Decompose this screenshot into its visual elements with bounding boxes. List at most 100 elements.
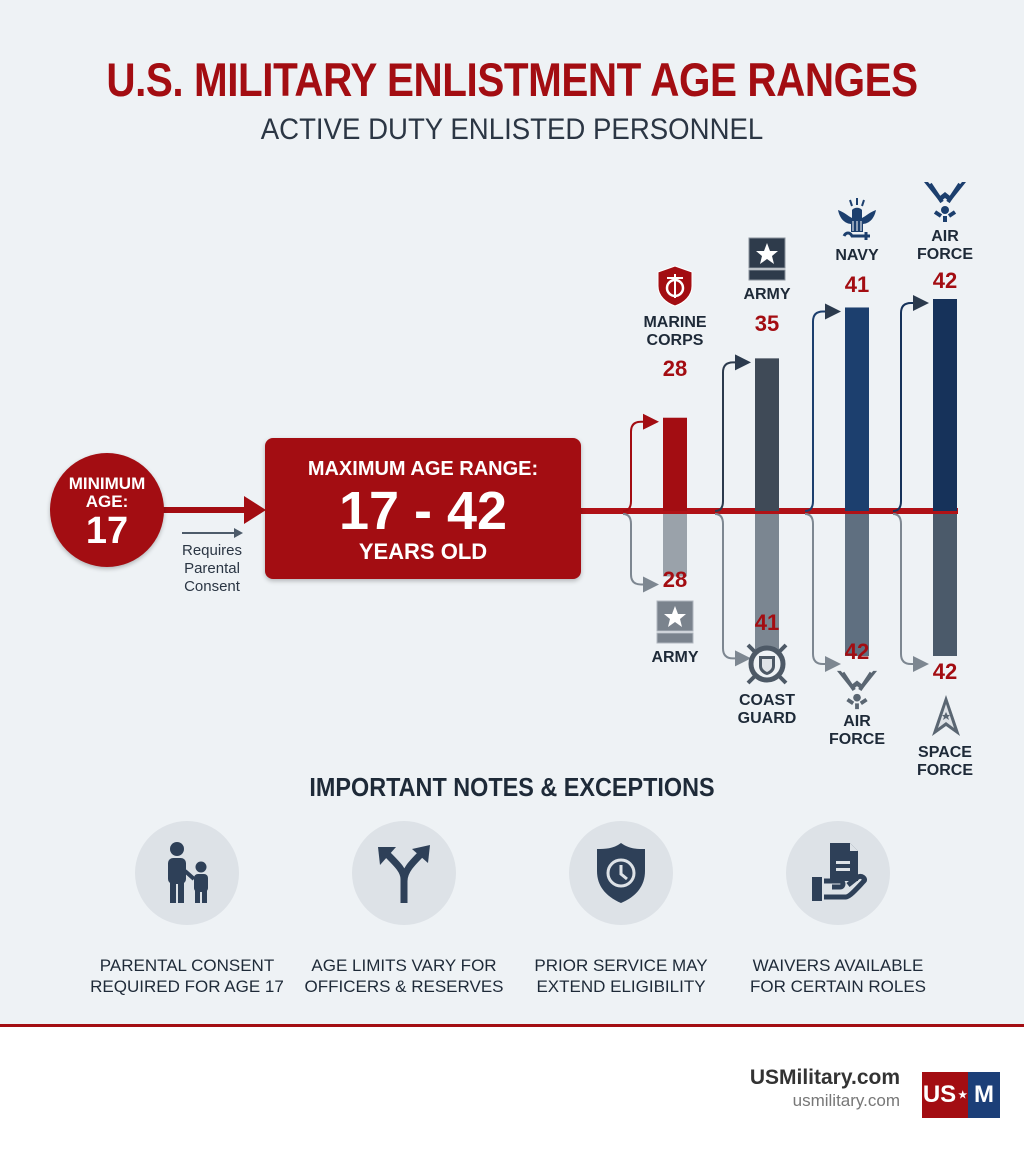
note-text: PRIOR SERVICE MAY EXTEND ELIGIBILITY (516, 955, 726, 997)
maximum-age-value: 17 - 42 (338, 481, 508, 541)
page-subtitle: ACTIVE DUTY ENLISTED PERSONNEL (260, 113, 764, 146)
note-parental-consent: PARENTAL CONSENT REQUIRED FOR AGE 17 (82, 821, 292, 997)
minimum-age-label: MINIMUM AGE: (68, 474, 146, 511)
air-force-wings-icon (836, 670, 878, 710)
page-title: U.S. MILITARY ENLISTMENT AGE RANGES (106, 53, 918, 106)
logo-right: M (968, 1072, 1000, 1118)
age-value-air-force-upper: 42 (932, 268, 958, 293)
branch-label-line: FORCE (829, 731, 885, 748)
branch-label-line: CORPS (646, 332, 704, 349)
note-line: EXTEND ELIGIBILITY (536, 977, 706, 996)
branch-label-air-force-upper: AIR FORCE (895, 228, 995, 264)
note-age-limits: AGE LIMITS VARY FOR OFFICERS & RESERVES (299, 821, 509, 997)
age-value-coast-guard: 41 (754, 610, 780, 635)
branch-label-line: GUARD (737, 710, 797, 727)
bar-upper-marine-corps (663, 417, 687, 511)
army-star-icon (656, 600, 694, 644)
age-value-army-lower: 28 (662, 567, 688, 592)
note-text: AGE LIMITS VARY FOR OFFICERS & RESERVES (299, 955, 509, 997)
age-value-marine-corps: 28 (662, 356, 688, 381)
bar-lower-space-force (933, 514, 957, 656)
note-line: PRIOR SERVICE MAY (534, 956, 708, 975)
note-line: AGE LIMITS VARY FOR (311, 956, 497, 975)
note-waivers: WAIVERS AVAILABLE FOR CERTAIN ROLES (733, 821, 943, 997)
coast-guard-emblem-icon (746, 643, 788, 685)
star-icon: ★ (958, 1089, 968, 1101)
brand-url[interactable]: usmilitary.com (792, 1091, 900, 1110)
note-line: WAIVERS AVAILABLE (752, 956, 924, 975)
age-value-air-force-lower: 42 (844, 639, 870, 664)
bar-lower-air-force (845, 514, 869, 656)
note-line: FOR CERTAIN ROLES (749, 977, 926, 996)
branch-label-line: FORCE (917, 762, 973, 779)
minimum-age-value: 17 (85, 510, 129, 552)
connector-arrow-lower (622, 513, 659, 593)
connector-arrow-upper (804, 303, 841, 512)
note-line: OFFICERS & RESERVES (304, 977, 504, 996)
branch-label-line: FORCE (917, 246, 973, 263)
branch-label-army-lower: ARMY (625, 649, 725, 667)
branch-label-line: AIR (931, 228, 959, 245)
note-icon-circle (352, 821, 456, 925)
connector-arrow-lower (804, 513, 841, 672)
shield-clock-icon (597, 843, 645, 903)
connector-arrow-upper (892, 295, 929, 512)
logo-text-us: US (922, 1081, 957, 1108)
branch-label-line: MARINE (643, 314, 707, 331)
navy-eagle-icon (838, 198, 876, 240)
branch-label-army-upper: ARMY (717, 286, 817, 304)
branch-label-marine-corps: MARINE CORPS (625, 314, 725, 350)
logo-left: US ★ (922, 1072, 968, 1118)
connector-arrow-upper (714, 354, 751, 512)
branch-label-navy: NAVY (807, 247, 907, 265)
note-text: WAIVERS AVAILABLE FOR CERTAIN ROLES (733, 955, 943, 997)
branch-label-line: NAVY (835, 247, 879, 264)
hand-document-icon (812, 843, 867, 901)
connector-arrow-upper (622, 413, 659, 512)
notes-title: IMPORTANT NOTES & EXCEPTIONS (309, 772, 715, 802)
space-force-delta-icon (932, 695, 960, 736)
note-icon-circle (786, 821, 890, 925)
age-chart (160, 295, 958, 672)
bar-lower-coast-guard (755, 514, 779, 651)
connector-arrow-lower (892, 513, 929, 672)
maximum-age-box: MAXIMUM AGE RANGE: 17 - 42 YEARS OLD (265, 438, 581, 579)
split-arrow-icon (378, 845, 430, 903)
connector-arrow-lower (714, 513, 751, 667)
age-value-space-force: 42 (932, 659, 958, 684)
branch-label-line: ARMY (651, 649, 699, 666)
branch-label-space-force: SPACE FORCE (895, 744, 995, 780)
minimum-age-badge: MINIMUM AGE: 17 (50, 453, 164, 567)
branch-label-line: COAST (739, 692, 795, 709)
footer-divider (0, 1024, 1024, 1027)
maximum-age-unit: YEARS OLD (358, 539, 488, 564)
air-force-wings-icon (924, 182, 966, 222)
footer (0, 1027, 1024, 1154)
bar-upper-air-force (933, 299, 957, 511)
marine-emblem-icon (657, 265, 693, 307)
branch-label-line: SPACE (918, 744, 972, 761)
note-prior-service: PRIOR SERVICE MAY EXTEND ELIGIBILITY (516, 821, 726, 997)
brand-name: USMilitary.com (749, 1066, 900, 1089)
note-icon-circle (135, 821, 239, 925)
branch-label-line: AIR (843, 713, 871, 730)
parent-child-icon (168, 842, 208, 903)
note-text: PARENTAL CONSENT REQUIRED FOR AGE 17 (82, 955, 292, 997)
bar-upper-navy (845, 307, 869, 511)
note-line: REQUIRED FOR AGE 17 (90, 977, 284, 996)
age-value-army-upper: 35 (754, 311, 780, 336)
maximum-age-label: MAXIMUM AGE RANGE: (307, 458, 539, 480)
bar-lower-army (663, 514, 687, 577)
bar-upper-army (755, 358, 779, 511)
parental-consent-note: Requires Parental Consent (181, 542, 243, 595)
branch-label-air-force-lower: AIR FORCE (807, 713, 907, 749)
note-icon-circle (569, 821, 673, 925)
note-line: PARENTAL CONSENT (99, 956, 275, 975)
army-star-icon (748, 237, 786, 281)
age-value-navy: 41 (844, 272, 870, 297)
usm-logo: US ★ M (922, 1072, 1000, 1118)
branch-label-line: ARMY (743, 286, 791, 303)
consent-arrowhead (234, 528, 243, 538)
branch-label-coast-guard: COAST GUARD (717, 692, 817, 728)
min-to-max-arrowhead (244, 496, 266, 524)
